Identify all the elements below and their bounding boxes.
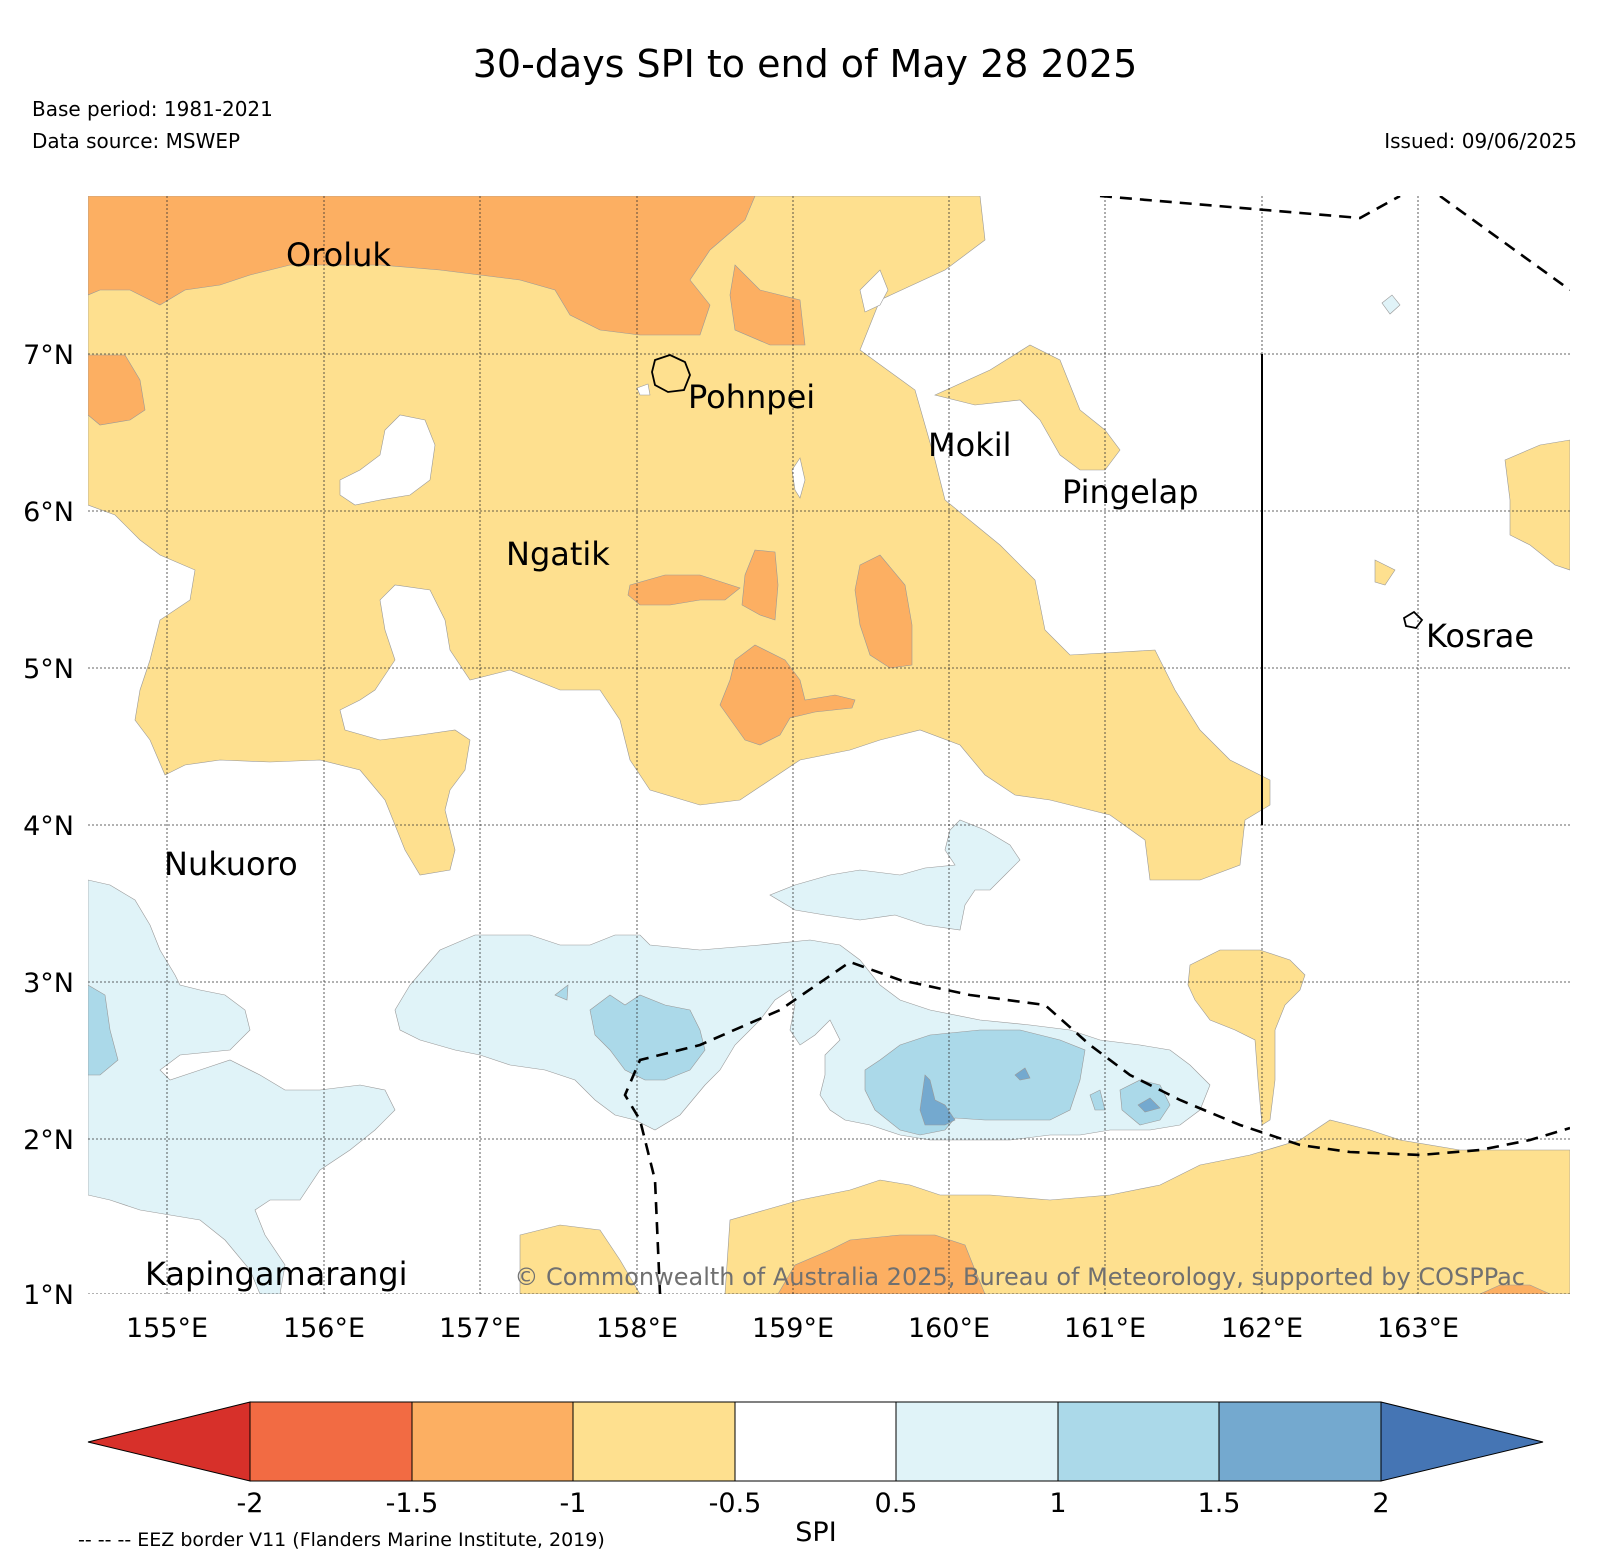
place-label-ngatik: Ngatik — [506, 535, 610, 573]
colorbar-tick-label: -2 — [237, 1488, 264, 1519]
lat-tick-label: 5°N — [23, 654, 74, 685]
spi-region-mild-wet-north — [769, 819, 1021, 931]
kosrae-island-outline — [1402, 610, 1424, 629]
colorbar-label: SPI — [795, 1517, 836, 1548]
colorbar-tick-label: 1 — [1049, 1488, 1066, 1519]
spi-region-dry-south — [777, 1234, 986, 1294]
lon-tick-label: 158°E — [596, 1313, 678, 1344]
spi-region-dry-pohnpei-east — [729, 264, 806, 346]
colorbar-tick-label: 1.5 — [1198, 1488, 1241, 1519]
colorbar-bin — [411, 1401, 574, 1482]
spi-region-dry-ngatik-2 — [741, 549, 779, 621]
place-label-kapingamarangi: Kapingamarangi — [145, 1255, 407, 1293]
colorbar-tick-label: -1 — [560, 1488, 587, 1519]
longitude-axis: 155°E 156°E 157°E 158°E 159°E 160°E 161°… — [126, 1313, 1459, 1344]
lon-tick-label: 159°E — [752, 1313, 834, 1344]
spi-region-mild-wet-west — [88, 879, 396, 1294]
colorbar: -2 -1.5 -1 -0.5 0.5 1 1.5 2 SPI — [87, 1401, 1544, 1548]
spi-region-moderate-dry-north — [88, 196, 1271, 881]
lat-tick-label: 3°N — [23, 968, 74, 999]
spi-region-mild-wet-east-islet — [1381, 294, 1401, 315]
spi-region-dry-northwest — [88, 196, 756, 336]
place-label-mokil: Mokil — [928, 426, 1012, 464]
spi-region-near-normal-3 — [791, 457, 806, 499]
lat-tick-label: 1°N — [23, 1280, 74, 1311]
data-source: Data source: MSWEP — [32, 129, 240, 153]
base-period: Base period: 1981-2021 — [32, 97, 273, 121]
spi-region-moderate-wet-small-1 — [554, 984, 569, 1001]
colorbar-bin — [1057, 1401, 1220, 1482]
spi-region-moderate-dry-islet — [1374, 559, 1396, 586]
latitude-axis: 7°N 6°N 5°N 4°N 3°N 2°N 1°N — [23, 340, 74, 1311]
place-label-oroluk: Oroluk — [286, 236, 391, 274]
spi-region-moderate-dry-east — [1504, 439, 1570, 571]
eez-borders — [623, 196, 1570, 1294]
place-label-pohnpei: Pohnpei — [688, 378, 815, 416]
spi-region-moderate-dry-south — [519, 1224, 641, 1294]
spi-region-near-normal-2 — [859, 269, 889, 313]
map-area: Oroluk Pohnpei Mokil Pingelap Ngatik Kos… — [88, 196, 1570, 1294]
lon-tick-label: 155°E — [126, 1313, 208, 1344]
lat-tick-label: 4°N — [23, 811, 74, 842]
colorbar-extend-low — [87, 1401, 251, 1482]
lon-tick-label: 156°E — [283, 1313, 365, 1344]
pohnpei-island-outline — [651, 354, 691, 393]
copyright-credit: © Commonwealth of Australia 2025, Bureau… — [514, 1263, 1525, 1291]
lat-tick-label: 2°N — [23, 1125, 74, 1156]
colorbar-bin — [734, 1401, 897, 1482]
colorbar-bin — [572, 1401, 736, 1482]
colorbar-bin — [249, 1401, 413, 1482]
spi-region-dry-southeast — [1479, 1284, 1551, 1294]
place-label-kosrae: Kosrae — [1426, 617, 1534, 655]
lon-tick-label: 162°E — [1221, 1313, 1303, 1344]
spi-region-near-normal-4 — [636, 383, 651, 396]
colorbar-tick-label: 0.5 — [875, 1488, 918, 1519]
lon-tick-label: 160°E — [908, 1313, 990, 1344]
map-title: 30-days SPI to end of May 28 2025 — [473, 42, 1138, 86]
spi-region-moderate-wet-central — [589, 994, 706, 1081]
colorbar-tick-label: -0.5 — [709, 1488, 762, 1519]
spi-region-strong-wet-3 — [1137, 1097, 1161, 1113]
eez-legend-note: -- -- -- EEZ border V11 (Flanders Marine… — [78, 1529, 605, 1551]
spi-region-near-normal-1 — [339, 414, 436, 506]
lat-tick-label: 6°N — [23, 497, 74, 528]
spi-region-dry-central — [719, 644, 856, 746]
lon-tick-label: 163°E — [1377, 1313, 1459, 1344]
spi-region-moderate-dry-plume — [1187, 949, 1306, 1126]
colorbar-bin — [1218, 1401, 1382, 1482]
place-label-pingelap: Pingelap — [1062, 473, 1199, 511]
spi-region-dry-ngatik-1 — [627, 574, 741, 606]
spi-region-moderate-dry-mokil — [934, 344, 1121, 471]
colorbar-tick-label: 2 — [1372, 1488, 1389, 1519]
issued-date: Issued: 09/06/2025 — [1384, 129, 1577, 153]
spi-region-strong-wet-1 — [919, 1074, 956, 1126]
spi-region-dry-ngatik-3 — [854, 554, 913, 669]
lon-tick-label: 161°E — [1064, 1313, 1146, 1344]
lat-tick-label: 7°N — [23, 340, 74, 371]
spi-region-strong-wet-2 — [1014, 1067, 1031, 1081]
place-label-nukuoro: Nukuoro — [164, 845, 298, 883]
spi-region-dry-west — [88, 354, 146, 426]
colorbar-bin — [895, 1401, 1059, 1482]
colorbar-extend-high — [1380, 1401, 1544, 1482]
lon-tick-label: 157°E — [439, 1313, 521, 1344]
colorbar-tick-label: -1.5 — [386, 1488, 439, 1519]
spi-region-moderate-wet-west — [88, 984, 119, 1076]
